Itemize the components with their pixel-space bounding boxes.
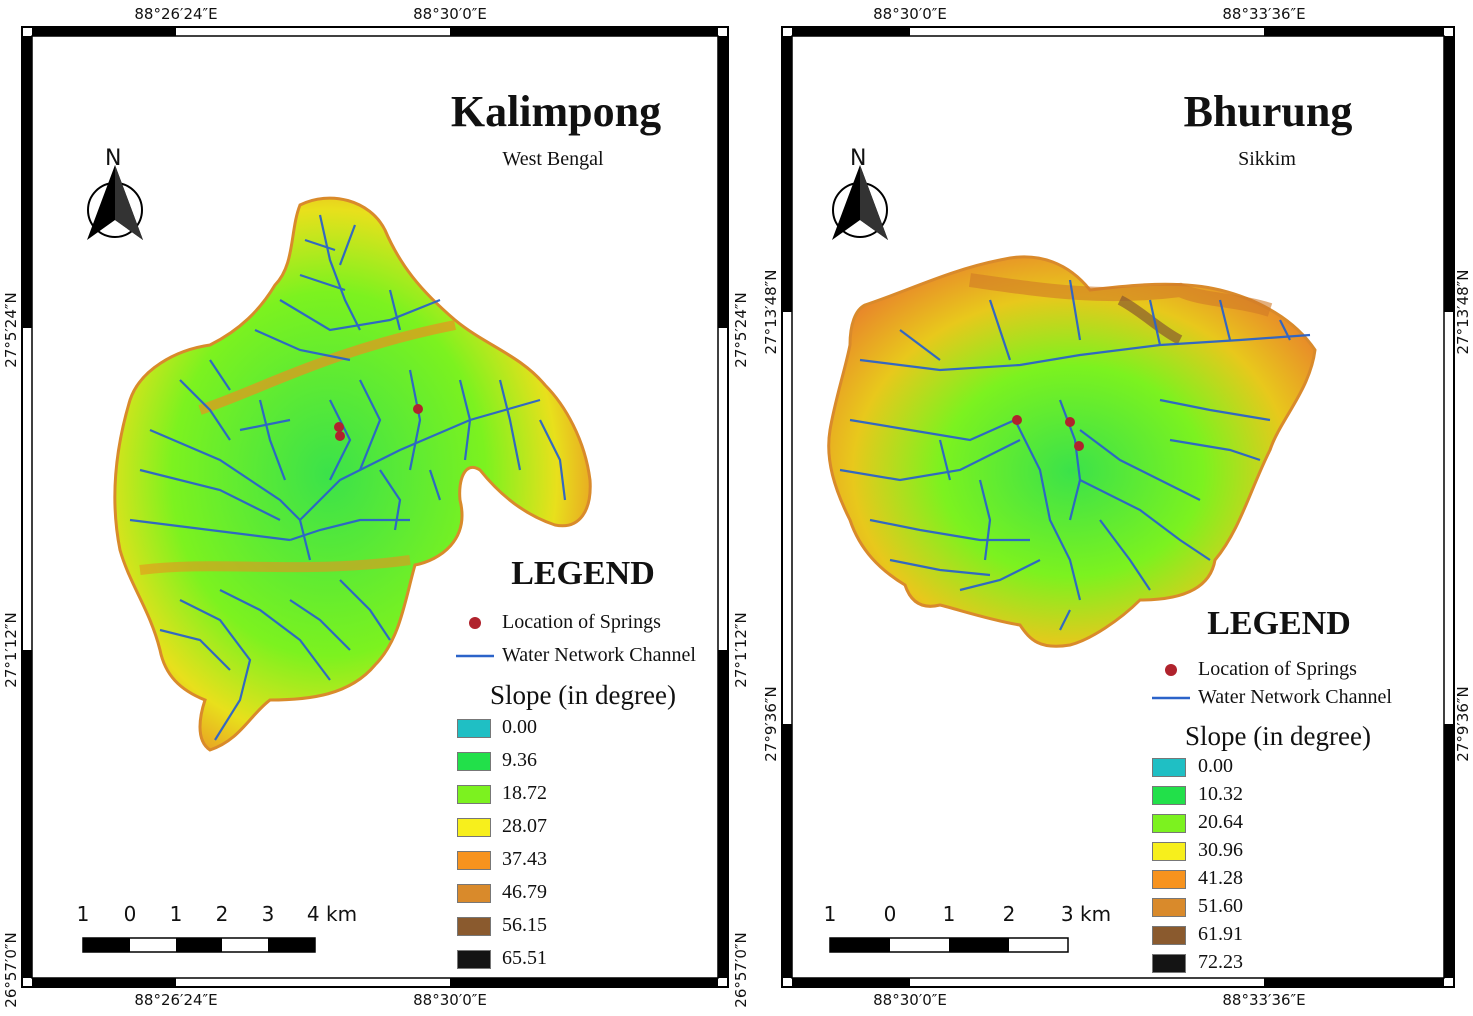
legend-title: LEGEND xyxy=(511,555,655,592)
legend-spring-icon xyxy=(469,617,481,629)
coord-bottom-1: 88°30′0″E xyxy=(873,991,947,1009)
coord-bottom-1: 88°26′24″E xyxy=(134,991,218,1009)
slope-swatch xyxy=(1152,926,1186,945)
scale-bar xyxy=(82,937,316,953)
slope-class-label: 37.43 xyxy=(502,848,547,870)
spring-marker xyxy=(334,422,344,432)
slope-class-label: 9.36 xyxy=(502,749,537,771)
scale-bar xyxy=(829,937,1069,953)
scale-label: 4 km xyxy=(306,902,358,926)
scale-label: 2 xyxy=(1002,902,1016,926)
coord-top-2: 88°30′0″E xyxy=(413,5,487,23)
kalimpong-channels xyxy=(129,214,567,741)
spring-marker xyxy=(1074,441,1084,451)
slope-swatch xyxy=(1152,870,1186,889)
coord-bottom-2: 88°30′0″E xyxy=(413,991,487,1009)
scale-label: 1 xyxy=(169,902,183,926)
coord-left-1: 27°13′48″N xyxy=(762,269,780,355)
slope-swatch xyxy=(457,818,491,837)
slope-swatch xyxy=(457,851,491,870)
slope-class-label: 0.00 xyxy=(1198,755,1233,777)
map-subtitle: Sikkim xyxy=(1238,148,1296,170)
map-title: Kalimpong xyxy=(450,87,662,136)
scale-label: 3 xyxy=(261,902,275,926)
map-frame-kalimpong xyxy=(21,26,729,988)
slope-swatch xyxy=(1152,786,1186,805)
scale-label: 3 km xyxy=(1060,902,1112,926)
spring-marker xyxy=(335,431,345,441)
spring-marker xyxy=(413,404,423,414)
slope-class-label: 18.72 xyxy=(502,782,547,804)
slope-swatch xyxy=(1152,954,1186,973)
slope-class-label: 30.96 xyxy=(1198,839,1243,861)
slope-class-label: 46.79 xyxy=(502,881,547,903)
north-label: N xyxy=(850,146,867,171)
slope-class-label: 28.07 xyxy=(502,815,547,837)
slope-swatch xyxy=(457,950,491,969)
slope-swatch xyxy=(1152,758,1186,777)
map-panel-bhurung: 88°30′0″E 88°33′36″E 88°30′0″E 88°33′36″… xyxy=(740,0,1472,1016)
slope-class-label: 0.00 xyxy=(502,716,537,738)
coord-left-3: 26°57′0″N xyxy=(2,932,20,1008)
slope-legend-title: Slope (in degree) xyxy=(1185,721,1371,751)
slope-class-label: 41.28 xyxy=(1198,867,1243,889)
legend-title: LEGEND xyxy=(1207,605,1351,642)
scale-label: 0 xyxy=(883,902,897,926)
coord-left-1: 27°5′24″N xyxy=(2,292,20,368)
north-arrow-icon xyxy=(832,165,888,240)
slope-class-label: 51.60 xyxy=(1198,895,1243,917)
slope-class-label: 56.15 xyxy=(502,914,547,936)
coord-bottom-2: 88°33′36″E xyxy=(1222,991,1306,1009)
spring-marker xyxy=(1012,415,1022,425)
slope-class-label: 20.64 xyxy=(1198,811,1243,833)
kalimpong-springs xyxy=(334,404,423,441)
bhurung-channels xyxy=(839,279,1311,631)
slope-swatch xyxy=(457,719,491,738)
legend-springs-label: Location of Springs xyxy=(502,611,661,633)
legend-channel-label: Water Network Channel xyxy=(1198,686,1392,708)
slope-class-label: 72.23 xyxy=(1198,951,1243,973)
legend-springs-label: Location of Springs xyxy=(1198,658,1357,680)
scale-label: 2 xyxy=(215,902,229,926)
map-title: Bhurung xyxy=(1183,87,1353,136)
slope-swatch xyxy=(1152,814,1186,833)
spring-marker xyxy=(1065,417,1075,427)
scale-label: 0 xyxy=(123,902,137,926)
scale-label: 1 xyxy=(76,902,90,926)
slope-swatch xyxy=(1152,842,1186,861)
coord-top-1: 88°30′0″E xyxy=(873,5,947,23)
north-label: N xyxy=(105,146,122,171)
map-subtitle: West Bengal xyxy=(502,148,604,170)
slope-swatch xyxy=(457,917,491,936)
slope-class-label: 10.32 xyxy=(1198,783,1243,805)
slope-legend-title: Slope (in degree) xyxy=(490,680,676,710)
coord-left-2: 27°1′12″N xyxy=(2,612,20,688)
map-frame-bhurung xyxy=(781,26,1455,988)
coord-top-1: 88°26′24″E xyxy=(134,5,218,23)
bhurung-catchment xyxy=(827,255,1317,648)
north-arrow-icon xyxy=(87,165,143,240)
scale-label: 1 xyxy=(942,902,956,926)
coord-right-1: 27°13′48″N xyxy=(1454,269,1472,355)
slope-swatch xyxy=(457,884,491,903)
slope-class-label: 61.91 xyxy=(1198,923,1243,945)
bhurung-springs xyxy=(1012,415,1084,451)
legend-spring-icon xyxy=(1165,664,1177,676)
slope-swatch xyxy=(457,752,491,771)
slope-class-label: 65.51 xyxy=(502,947,547,969)
scale-label: 1 xyxy=(823,902,837,926)
slope-swatch xyxy=(457,785,491,804)
coord-left-2: 27°9′36″N xyxy=(762,686,780,762)
slope-swatch xyxy=(1152,898,1186,917)
map-panel-kalimpong: 88°26′24″E 88°30′0″E 88°26′24″E 88°30′0″… xyxy=(0,0,750,1016)
legend-channel-label: Water Network Channel xyxy=(502,644,696,666)
coord-top-2: 88°33′36″E xyxy=(1222,5,1306,23)
coord-right-2: 27°9′36″N xyxy=(1454,686,1472,762)
